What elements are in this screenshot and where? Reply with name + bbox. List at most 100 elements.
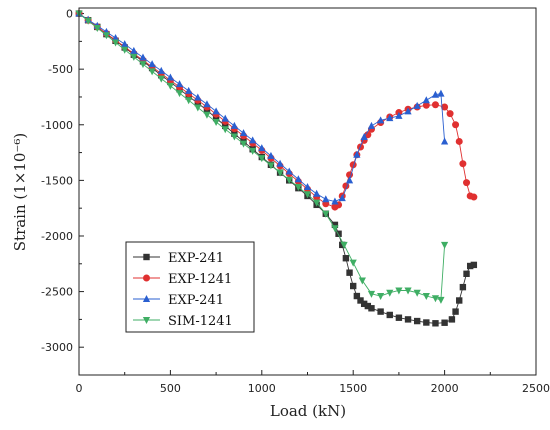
data-point	[470, 193, 478, 201]
data-point	[349, 259, 357, 267]
data-point	[404, 107, 412, 115]
data-point	[431, 101, 439, 109]
data-point	[139, 53, 147, 61]
data-point	[423, 319, 430, 326]
data-point	[313, 199, 321, 207]
x-tick-label: 1500	[339, 382, 367, 395]
data-point	[139, 61, 147, 69]
data-point	[294, 184, 302, 192]
series-layer	[75, 9, 478, 327]
data-point	[386, 114, 394, 122]
data-point	[377, 308, 384, 315]
data-point	[338, 194, 346, 202]
data-point	[331, 221, 339, 229]
data-point	[285, 167, 293, 175]
data-point	[422, 96, 430, 104]
data-point	[422, 293, 430, 301]
data-point	[285, 176, 293, 184]
y-axis-title: Strain (1×10⁻⁶)	[11, 133, 29, 251]
data-point	[404, 316, 412, 323]
y-tick-label: -2500	[41, 286, 73, 299]
data-point	[322, 210, 330, 218]
legend-label: EXP-241	[168, 293, 224, 308]
data-point	[303, 183, 312, 191]
data-point	[346, 269, 353, 276]
data-point	[194, 104, 202, 112]
x-axis-title: Load (kN)	[270, 402, 346, 420]
data-point	[157, 66, 165, 74]
data-point	[93, 25, 101, 33]
series-4	[75, 10, 449, 304]
data-point	[395, 111, 403, 119]
legend-marker	[143, 274, 150, 282]
data-point	[111, 34, 120, 42]
data-point	[345, 176, 354, 184]
data-point	[102, 32, 111, 40]
data-point	[267, 151, 275, 159]
series-line	[78, 13, 446, 202]
data-point	[294, 175, 302, 183]
data-point	[342, 255, 350, 262]
data-point	[148, 68, 156, 76]
y-tick-label: -2000	[41, 230, 73, 243]
legend-label: EXP-241	[168, 251, 224, 266]
data-point	[258, 155, 266, 163]
data-point	[448, 316, 456, 323]
data-point	[452, 308, 459, 315]
data-point	[322, 195, 330, 203]
data-point	[148, 60, 156, 68]
data-point	[377, 293, 385, 301]
data-point	[194, 93, 202, 101]
data-point	[221, 126, 229, 134]
data-point	[340, 241, 348, 249]
legend-marker	[143, 253, 150, 261]
data-point	[441, 241, 449, 249]
data-point	[230, 133, 238, 141]
data-point	[157, 75, 165, 83]
x-tick-label: 500	[160, 382, 181, 395]
data-point	[377, 116, 385, 124]
data-point	[413, 101, 421, 109]
legend: EXP-241 EXP-1241 EXP-241 SIM-1241	[125, 241, 255, 333]
data-point	[313, 189, 321, 197]
legend-item: EXP-241	[133, 251, 224, 266]
legend-item: EXP-241	[133, 293, 224, 308]
data-point	[431, 90, 440, 98]
data-point	[364, 302, 372, 310]
data-point	[437, 296, 445, 304]
y-tick-label: -500	[48, 63, 73, 76]
data-point	[432, 320, 439, 327]
data-point	[437, 89, 445, 97]
data-point	[335, 230, 342, 237]
data-point	[203, 111, 211, 119]
legend-marker	[142, 295, 151, 302]
data-point	[459, 160, 467, 168]
data-point	[364, 131, 372, 139]
data-point	[466, 262, 474, 270]
data-point	[185, 86, 193, 94]
legend-item: SIM-1241	[133, 314, 233, 329]
data-point	[470, 261, 478, 269]
data-point	[84, 17, 92, 25]
data-point	[303, 191, 312, 199]
data-point	[413, 289, 421, 297]
data-point	[350, 282, 357, 290]
data-point	[331, 197, 339, 205]
data-point	[452, 121, 460, 129]
data-point	[431, 295, 440, 303]
legend-item: EXP-1241	[133, 272, 232, 287]
data-point	[360, 300, 368, 308]
data-point	[249, 147, 257, 155]
data-point	[455, 137, 463, 145]
data-point	[212, 114, 220, 122]
plot-frame	[78, 7, 537, 376]
data-point	[130, 46, 138, 54]
data-point	[230, 121, 238, 129]
data-point	[222, 122, 229, 130]
data-point	[249, 136, 257, 144]
data-point	[463, 270, 470, 277]
data-point	[121, 46, 129, 54]
data-point	[258, 144, 266, 152]
x-tick-label: 2000	[431, 382, 459, 395]
data-point	[353, 150, 361, 158]
